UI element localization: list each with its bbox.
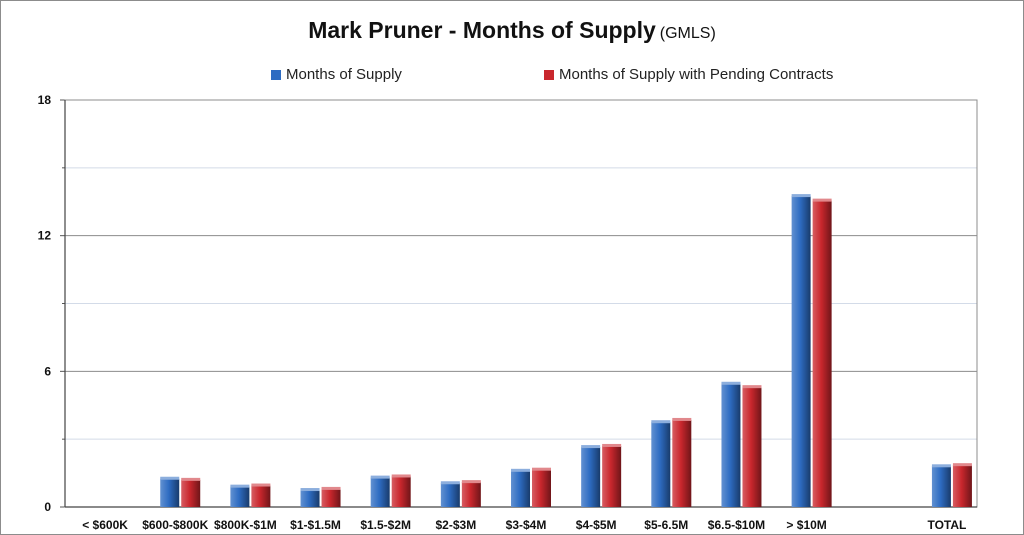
legend-swatch-blue [271, 69, 281, 80]
bar-top-cap [391, 474, 411, 478]
legend-item-months-of-supply: Months of Supply [271, 66, 402, 83]
bar-months-of-supply [160, 478, 180, 507]
x-tick-label: > $10M [786, 518, 826, 532]
bar-top-cap [812, 198, 832, 202]
x-tick-label: < $600K [82, 518, 128, 532]
bar-months-of-supply [230, 486, 250, 507]
x-tick-label: $1.5-$2M [360, 518, 411, 532]
bar-top-cap [952, 463, 972, 467]
bar-top-cap [532, 467, 551, 471]
bar-pending-contracts [181, 479, 201, 507]
x-tick-label: $1-$1.5M [290, 518, 341, 532]
bar-top-cap [791, 194, 811, 198]
x-tick-label: $6.5-$10M [708, 518, 765, 532]
bar-months-of-supply [300, 490, 320, 507]
bar-pending-contracts [672, 419, 692, 507]
bar-top-cap [602, 443, 622, 447]
legend-label-months-of-supply: Months of Supply [286, 66, 402, 83]
bar-months-of-supply [511, 470, 530, 507]
bar-top-cap [440, 481, 460, 485]
bar-pending-contracts [602, 445, 622, 507]
bar-pending-contracts [952, 465, 972, 507]
y-tick-label: 12 [38, 229, 52, 243]
x-tick-label: $5-6.5M [644, 518, 688, 532]
bar-months-of-supply [721, 383, 741, 507]
y-tick-label: 18 [38, 93, 52, 107]
bar-months-of-supply [651, 422, 671, 507]
bar-top-cap [742, 385, 762, 389]
x-tick-label: $3-$4M [506, 518, 547, 532]
y-tick-label: 0 [44, 500, 51, 514]
bar-top-cap [461, 480, 481, 484]
legend: Months of Supply Months of Supply with P… [1, 66, 1023, 86]
bar-top-cap [672, 417, 692, 421]
chart-subtitle: (GMLS) [659, 25, 716, 42]
bar-top-cap [370, 475, 390, 479]
bar-pending-contracts [532, 469, 551, 507]
bar-months-of-supply [581, 447, 601, 507]
bar-top-cap [321, 486, 341, 490]
bar-months-of-supply [370, 477, 390, 507]
legend-label-pending-contracts: Months of Supply with Pending Contracts [559, 66, 834, 83]
bar-pending-contracts [391, 476, 411, 507]
bar-top-cap [931, 464, 951, 468]
x-tick-label: $4-$5M [576, 518, 617, 532]
bar-top-cap [181, 477, 201, 481]
bar-pending-contracts [812, 200, 832, 507]
bar-pending-contracts [742, 387, 762, 507]
bar-top-cap [581, 445, 601, 449]
x-tick-label: $800K-$1M [214, 518, 277, 532]
bar-top-cap [230, 484, 250, 488]
legend-item-pending-contracts: Months of Supply with Pending Contracts [544, 66, 833, 83]
bar-pending-contracts [251, 485, 271, 507]
bar-top-cap [721, 381, 741, 385]
bar-pending-contracts [461, 482, 481, 507]
bar-top-cap [251, 483, 271, 487]
x-tick-label: $2-$3M [436, 518, 477, 532]
bar-top-cap [511, 468, 530, 472]
bar-top-cap [651, 420, 671, 424]
bar-months-of-supply [440, 483, 460, 507]
bar-months-of-supply [791, 196, 811, 507]
x-tick-label: TOTAL [927, 518, 966, 532]
bar-top-cap [160, 476, 180, 480]
chart-title-text: Mark Pruner - Months of Supply [308, 17, 656, 43]
chart-title: Mark Pruner - Months of Supply (GMLS) [1, 17, 1023, 44]
legend-swatch-red [544, 69, 554, 80]
x-tick-label: $600-$800K [142, 518, 208, 532]
bar-months-of-supply [931, 466, 951, 507]
bar-top-cap [300, 488, 320, 492]
bar-pending-contracts [321, 488, 341, 507]
y-tick-label: 6 [44, 364, 51, 378]
